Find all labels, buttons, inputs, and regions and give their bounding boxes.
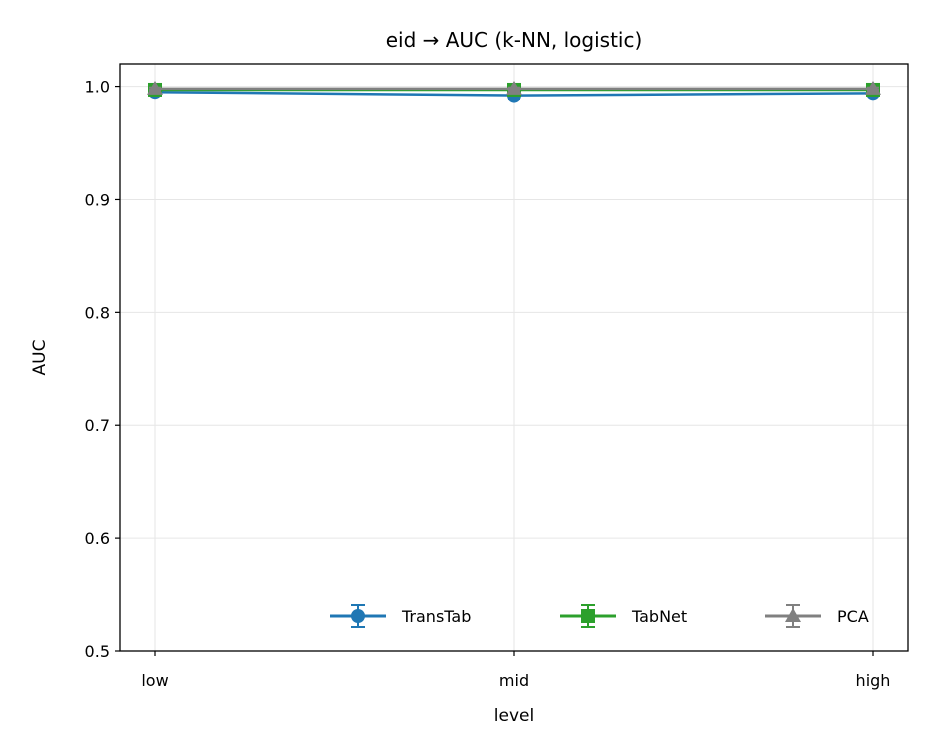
legend-item-transtab: TransTab xyxy=(330,605,471,627)
y-tick-label: 0.9 xyxy=(85,190,110,209)
y-tick-label: 0.7 xyxy=(85,416,110,435)
y-axis-label: AUC xyxy=(30,340,50,376)
y-tick-label: 0.6 xyxy=(85,529,110,548)
series-layer xyxy=(147,81,881,103)
legend-marker xyxy=(581,609,595,623)
y-tick-label: 1.0 xyxy=(85,78,110,97)
legend-label: TransTab xyxy=(401,607,471,626)
legend-label: PCA xyxy=(837,607,869,626)
x-tick-label: mid xyxy=(499,671,529,690)
legend-item-pca: PCA xyxy=(765,605,869,627)
x-tick-label: high xyxy=(856,671,891,690)
y-tick-label: 0.5 xyxy=(85,642,110,661)
x-axis-label: level xyxy=(494,706,534,726)
legend-marker xyxy=(351,609,365,623)
legend: TransTab TabNet PCA xyxy=(330,605,869,627)
axis-ticks: 0.5 0.6 0.7 0.8 0.9 1.0 low mid high xyxy=(85,78,891,690)
x-tick-label: low xyxy=(141,671,168,690)
legend-item-tabnet: TabNet xyxy=(560,605,687,627)
grid xyxy=(120,64,908,651)
chart-title: eid → AUC (k-NN, logistic) xyxy=(386,28,643,52)
legend-label: TabNet xyxy=(631,607,687,626)
y-tick-label: 0.8 xyxy=(85,303,110,322)
